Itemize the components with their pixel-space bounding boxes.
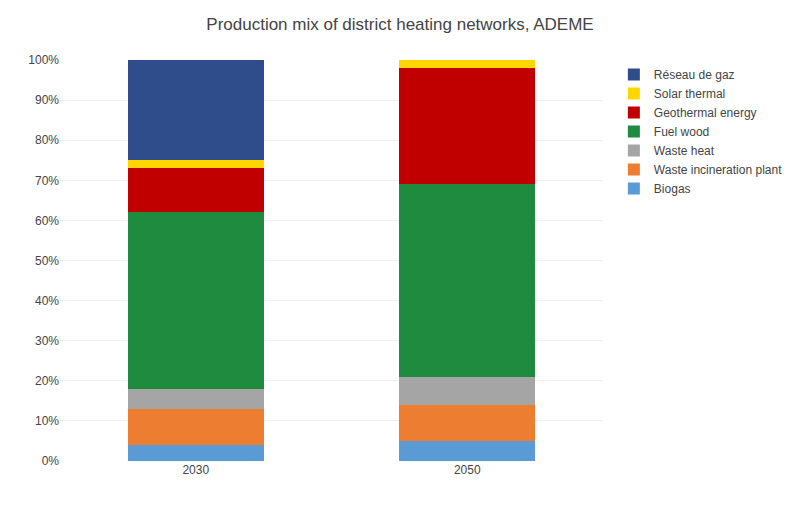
svg-text:2030: 2030 <box>182 463 209 477</box>
svg-text:20%: 20% <box>35 374 59 388</box>
svg-text:Biogas: Biogas <box>654 182 691 196</box>
svg-text:50%: 50% <box>35 254 59 268</box>
svg-text:30%: 30% <box>35 334 59 348</box>
svg-text:2050: 2050 <box>454 463 481 477</box>
svg-text:0%: 0% <box>42 454 60 468</box>
svg-text:Solar thermal: Solar thermal <box>654 87 725 101</box>
svg-text:Fuel wood: Fuel wood <box>654 125 709 139</box>
svg-text:Production mix of district hea: Production mix of district heating netwo… <box>206 15 593 34</box>
svg-text:10%: 10% <box>35 414 59 428</box>
svg-text:40%: 40% <box>35 294 59 308</box>
svg-text:Waste incineration plant: Waste incineration plant <box>654 163 782 177</box>
svg-text:80%: 80% <box>35 133 59 147</box>
svg-text:100%: 100% <box>28 53 59 67</box>
svg-text:70%: 70% <box>35 174 59 188</box>
svg-text:Geothermal energy: Geothermal energy <box>654 106 757 120</box>
svg-text:90%: 90% <box>35 93 59 107</box>
svg-text:Réseau de gaz: Réseau de gaz <box>654 68 735 82</box>
svg-text:60%: 60% <box>35 214 59 228</box>
svg-text:Waste heat: Waste heat <box>654 144 715 158</box>
